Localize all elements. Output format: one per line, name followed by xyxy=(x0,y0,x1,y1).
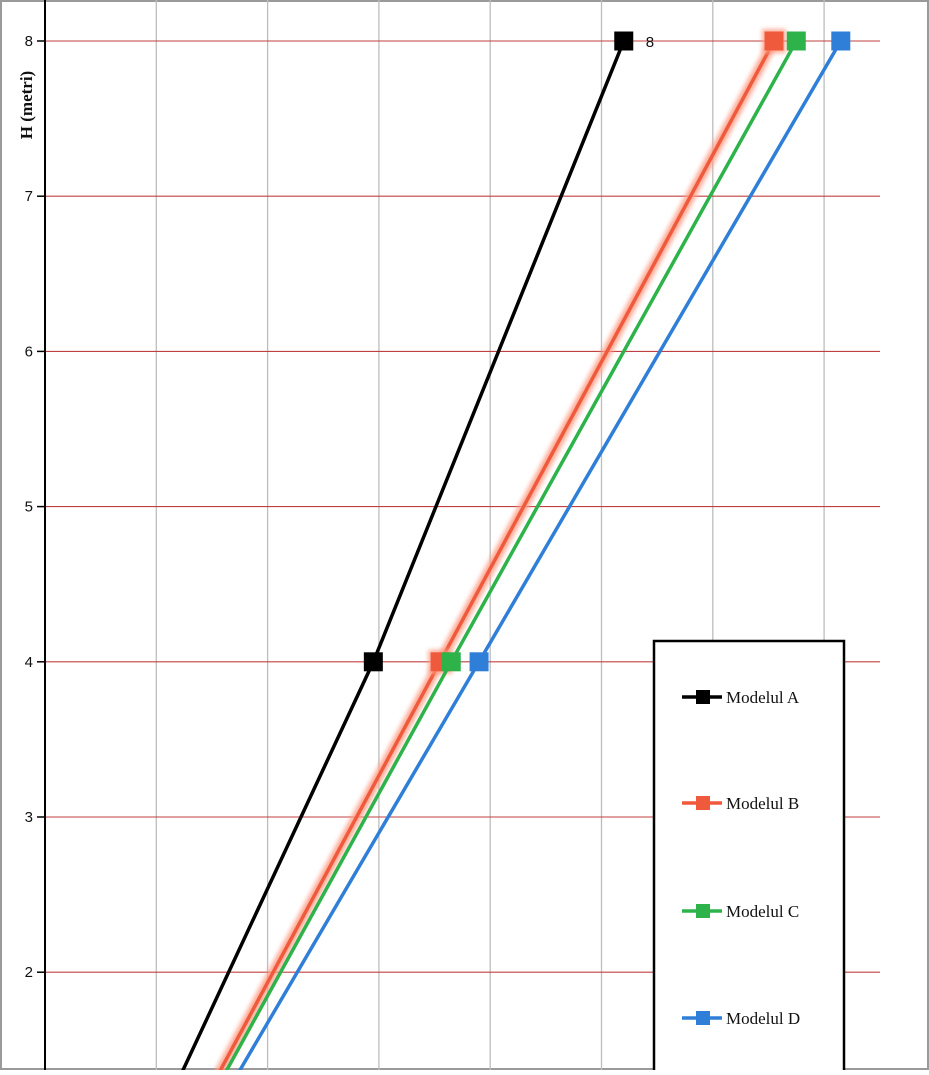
y-tick-label: 6 xyxy=(25,343,33,360)
legend-marker xyxy=(696,690,710,704)
y-axis-label: H (metri) xyxy=(17,71,36,139)
series-3 xyxy=(222,31,806,1075)
data-label: 8 xyxy=(646,34,654,51)
series-1: 8 xyxy=(178,31,654,1075)
data-point xyxy=(441,652,461,672)
legend-marker xyxy=(696,796,710,810)
legend-label: Modelul C xyxy=(726,902,799,921)
legend-marker xyxy=(696,904,710,918)
legend: Modelul A Modelul B Modelul C Modelul D xyxy=(652,639,846,1075)
data-point xyxy=(469,652,489,672)
legend-entry: Modelul D xyxy=(682,1009,800,1028)
legend-marker xyxy=(696,1011,710,1025)
legend-label: Modelul A xyxy=(726,688,800,707)
legend-box xyxy=(652,639,846,1075)
legend-entry: Modelul A xyxy=(682,688,800,707)
series-group: 8 xyxy=(178,29,851,1075)
y-tick-label: 3 xyxy=(25,809,33,826)
y-tick-label: 4 xyxy=(25,654,33,671)
data-point xyxy=(831,31,851,51)
data-point xyxy=(764,31,784,51)
legend-label: Modelul B xyxy=(726,794,799,813)
legend-entry: Modelul B xyxy=(682,794,799,813)
series-4 xyxy=(235,31,851,1075)
data-point xyxy=(786,31,806,51)
y-axis: 2 3 4 5 6 7 8 xyxy=(25,0,46,1070)
data-point xyxy=(614,31,634,51)
data-point xyxy=(363,652,383,672)
y-tick-label: 5 xyxy=(25,499,33,516)
legend-entry: Modelul C xyxy=(682,902,799,921)
y-tick-label: 2 xyxy=(25,964,33,981)
legend-label: Modelul D xyxy=(726,1009,800,1028)
y-tick-label: 7 xyxy=(25,188,33,205)
y-tick-label: 8 xyxy=(25,33,33,50)
